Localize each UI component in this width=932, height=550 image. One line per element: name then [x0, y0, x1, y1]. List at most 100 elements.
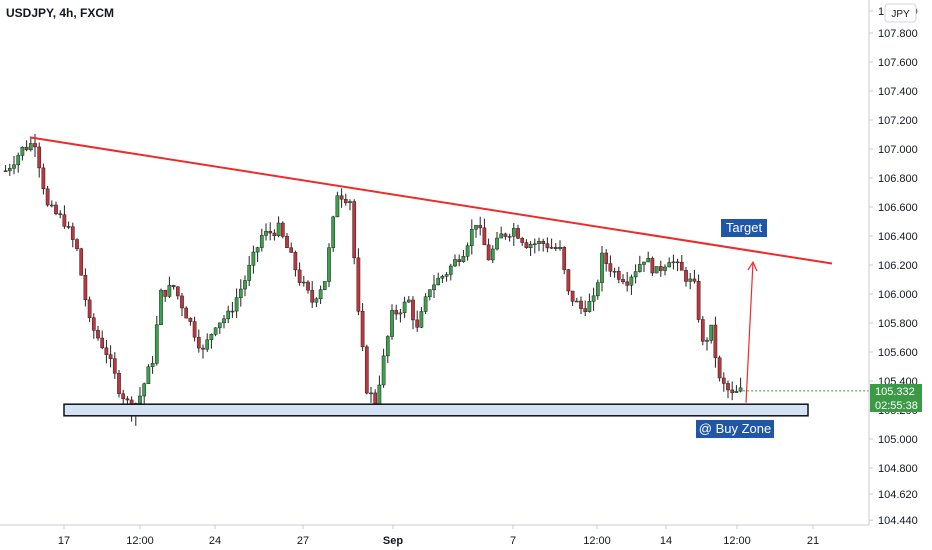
candle-body: [734, 390, 739, 393]
candle-body: [20, 146, 25, 156]
candle-body: [549, 247, 554, 249]
candle-body: [327, 247, 331, 282]
candle-body: [490, 248, 495, 261]
price-axis[interactable]: 108.000107.800107.600107.400107.200107.0…: [869, 6, 918, 527]
candle-body: [440, 276, 445, 279]
candle-body: [700, 319, 705, 342]
candle-body: [54, 204, 58, 214]
candle-body: [532, 243, 537, 245]
candle-body: [612, 270, 617, 273]
candle-body: [566, 269, 571, 292]
time-tick-label: 27: [297, 535, 309, 547]
price-tick-label: 107.400: [878, 86, 918, 98]
buy-zone-annotation[interactable]: @ Buy Zone: [696, 420, 774, 438]
candle-body: [646, 258, 651, 263]
candle-body: [444, 274, 449, 277]
candle-body: [297, 269, 302, 283]
candle-body: [33, 143, 37, 148]
candle-body: [163, 289, 168, 297]
candle-body: [91, 317, 96, 331]
candle-body: [12, 164, 16, 169]
time-axis[interactable]: 17 12:00 24 27 Sep 7 12:00 14 12:00 21: [58, 525, 819, 547]
candle-body: [180, 295, 184, 309]
candle-body: [604, 252, 609, 264]
candle-body: [138, 395, 142, 404]
price-tick-label: 104.620: [878, 489, 918, 501]
candle-body: [121, 393, 126, 400]
candle-body: [364, 346, 369, 394]
candle-body: [713, 324, 718, 359]
candle-body: [537, 241, 541, 244]
candle-body: [579, 300, 583, 309]
target-arrow[interactable]: [745, 262, 754, 403]
currency-badge[interactable]: JPY: [884, 3, 917, 23]
candle-body: [104, 347, 109, 355]
candle-body: [558, 247, 562, 249]
candle-body: [436, 277, 441, 286]
price-tick-label: 104.800: [878, 463, 918, 475]
candle-body: [457, 259, 462, 262]
candle-body: [541, 241, 546, 244]
candle-body: [595, 282, 600, 297]
candle-body: [381, 355, 386, 386]
candle-body: [621, 279, 625, 283]
time-tick-label: 17: [58, 535, 70, 547]
candle-body: [738, 387, 743, 392]
candle-body: [679, 261, 684, 271]
candle-body: [432, 284, 436, 290]
candle-body: [293, 252, 298, 271]
candle-body: [394, 310, 399, 315]
candle-body: [87, 299, 92, 318]
price-tick-label: 105.600: [878, 347, 918, 359]
countdown-badge-bg: [870, 398, 922, 412]
candle-body: [226, 310, 231, 320]
buy-zone-rectangle[interactable]: [63, 403, 809, 417]
candle-body: [83, 274, 88, 301]
time-tick-label: Sep: [383, 535, 403, 547]
candle-body: [112, 358, 117, 374]
target-annotation-label: Target: [726, 220, 763, 235]
candle-body: [259, 235, 264, 248]
candle-body: [339, 195, 344, 200]
candle-body: [448, 265, 453, 275]
candle-body: [730, 389, 735, 393]
candle-body: [247, 265, 252, 281]
candle-body: [709, 324, 714, 341]
candle-body: [461, 256, 466, 262]
candle-body: [318, 289, 323, 300]
candle-body: [545, 243, 550, 249]
candle-body: [175, 286, 180, 297]
candle-body: [360, 311, 365, 348]
candle-body: [264, 231, 268, 236]
price-tick-label: 106.600: [878, 202, 918, 214]
candle-body: [184, 307, 189, 319]
candle-body: [289, 247, 294, 253]
candle-body: [411, 299, 415, 321]
candle-body: [633, 271, 638, 278]
candle-body: [243, 280, 247, 290]
candle-body: [499, 233, 504, 239]
candle-body: [654, 266, 659, 274]
candle-body: [230, 310, 235, 313]
candle-body: [117, 373, 121, 395]
candle-body: [402, 301, 407, 314]
candle-body: [201, 347, 205, 350]
candle-body: [675, 261, 680, 264]
candle-body: [108, 354, 113, 359]
candle-body: [574, 300, 579, 303]
candle-body: [343, 198, 348, 204]
candle-body: [608, 263, 613, 272]
candle-body: [528, 244, 533, 248]
target-annotation[interactable]: Target: [721, 219, 767, 237]
price-tick-label: 107.600: [878, 57, 918, 69]
candle-body: [142, 383, 147, 397]
candle-body: [692, 278, 697, 282]
candle-body: [276, 222, 281, 237]
last-price-badge: 105.332: [870, 384, 922, 398]
candle-body: [171, 285, 176, 288]
buy-zone-annotation-label: @ Buy Zone: [699, 421, 771, 436]
candle-body: [629, 276, 634, 286]
resistance-trendline[interactable]: [29, 136, 833, 265]
candle-body: [482, 227, 487, 246]
